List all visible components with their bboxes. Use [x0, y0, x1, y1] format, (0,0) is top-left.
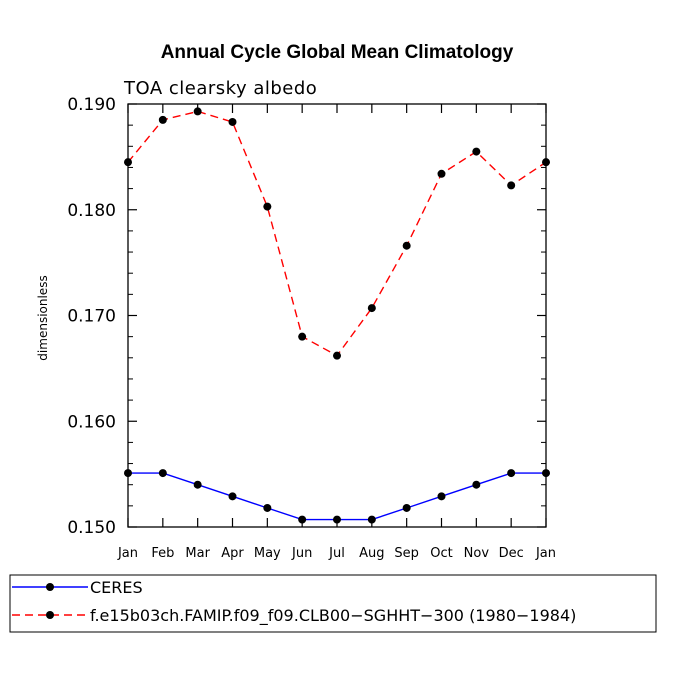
series-2-point: [437, 169, 446, 178]
series-2-point: [193, 107, 202, 116]
series-2-point: [367, 304, 376, 313]
y-tick-label: 0.150: [67, 518, 116, 538]
data-series: [124, 107, 550, 524]
plot-axes: [127, 103, 547, 528]
series-1-point: [542, 469, 550, 478]
series-2-point: [263, 202, 272, 211]
series-1-point: [437, 492, 446, 501]
x-tick-label: Aug: [359, 546, 384, 561]
chart-subtitle: TOA clearsky albedo: [123, 78, 317, 99]
series-1-point: [158, 469, 167, 478]
series-1-point: [333, 515, 341, 524]
series-2-point: [402, 241, 411, 250]
series-2-point: [542, 158, 550, 167]
series-2-point: [298, 332, 307, 341]
series-1-point: [402, 503, 411, 512]
legend-marker-2: [46, 611, 54, 619]
series-1-point: [507, 469, 516, 478]
legend-box: [9, 574, 657, 633]
series-1-point: [298, 515, 307, 524]
x-tick-label: Apr: [221, 546, 244, 561]
series-2-point: [124, 158, 132, 167]
x-tick-label: Jul: [328, 546, 345, 561]
x-tick-labels: Jan Feb Mar Apr May Jun Jul Aug Sep Oct Nov Dec Jan: [117, 546, 556, 561]
y-axis-label: dimensionless: [36, 275, 50, 360]
series-2-point: [507, 181, 516, 190]
series-line-1: [128, 472, 546, 521]
series-2-point: [472, 147, 481, 156]
y-tick-labels: 0.150 0.160 0.170 0.180 0.190: [67, 95, 116, 538]
series-1-point: [263, 503, 272, 512]
legend-marker-1: [46, 583, 54, 591]
y-tick-label: 0.190: [67, 95, 116, 115]
x-tick-label: Sep: [394, 546, 419, 561]
series-2-point: [228, 117, 237, 126]
x-tick-label: Jan: [535, 546, 556, 561]
series-2-point: [158, 115, 167, 124]
x-tick-label: Jun: [291, 546, 312, 561]
x-tick-label: Feb: [151, 546, 174, 561]
x-tick-label: Mar: [185, 546, 210, 561]
x-tick-label: Jan: [117, 546, 138, 561]
series-1-point: [193, 480, 202, 489]
y-tick-label: 0.180: [67, 201, 116, 221]
legend: CERES f.e15b03ch.FAMIP.f09_f09.CLB00−SGHH…: [12, 578, 576, 626]
series-2-point: [333, 351, 341, 360]
legend-label-2: f.e15b03ch.FAMIP.f09_f09.CLB00−SGHHT−300…: [90, 606, 576, 626]
y-tick-label: 0.160: [67, 412, 116, 432]
plot-frame: [127, 103, 547, 528]
chart-title: Annual Cycle Global Mean Climatology: [161, 42, 514, 63]
x-tick-label: Nov: [464, 546, 490, 561]
series-1-point: [472, 480, 481, 489]
series-line-2: [127, 110, 547, 357]
series-1-point: [124, 469, 132, 478]
x-tick-label: May: [254, 546, 281, 561]
series-1-point: [228, 492, 237, 501]
legend-label-1: CERES: [90, 578, 143, 597]
x-tick-label: Oct: [430, 546, 452, 561]
series-1-point: [367, 515, 376, 524]
y-tick-label: 0.170: [67, 307, 116, 327]
x-tick-label: Dec: [499, 546, 524, 561]
